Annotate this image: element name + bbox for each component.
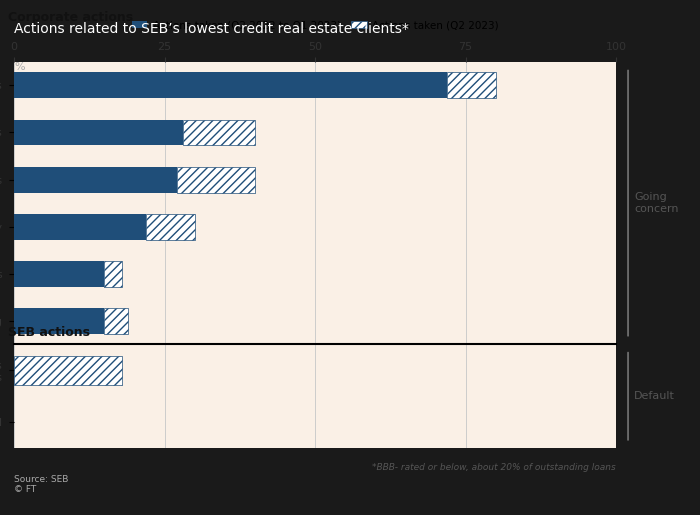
- Text: %: %: [14, 62, 24, 72]
- Text: Default: Default: [634, 391, 675, 401]
- Text: SEB actions: SEB actions: [8, 326, 90, 339]
- Legend: Actions taken (Q2 2022 to Q1 2023), Actions taken (Q2 2023): Actions taken (Q2 2022 to Q1 2023), Acti…: [127, 16, 503, 35]
- Bar: [104, 308, 128, 334]
- Bar: [14, 261, 104, 287]
- Bar: [183, 119, 255, 145]
- Bar: [14, 214, 146, 239]
- Bar: [14, 356, 122, 385]
- Bar: [14, 119, 183, 145]
- Bar: [104, 261, 122, 287]
- Bar: [447, 73, 496, 98]
- Text: Corporate actions: Corporate actions: [8, 11, 133, 24]
- Text: Actions related to SEB’s lowest credit real estate clients*: Actions related to SEB’s lowest credit r…: [14, 22, 409, 36]
- Bar: [176, 167, 255, 193]
- Bar: [14, 308, 104, 334]
- Text: Source: SEB
© FT: Source: SEB © FT: [14, 475, 69, 494]
- Text: *BBB- rated or below, about 20% of outstanding loans: *BBB- rated or below, about 20% of outst…: [372, 464, 616, 472]
- Bar: [14, 73, 447, 98]
- Text: Going
concern: Going concern: [634, 192, 678, 214]
- Bar: [146, 214, 195, 239]
- Bar: [14, 167, 176, 193]
